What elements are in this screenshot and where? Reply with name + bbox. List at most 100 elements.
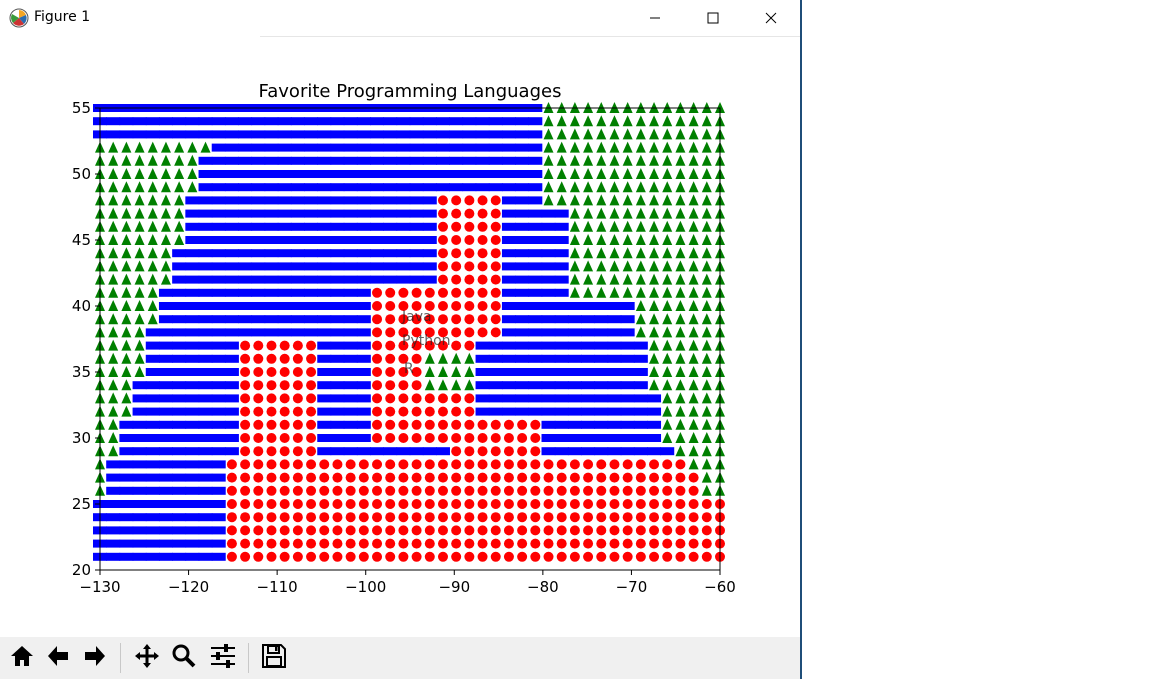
java-point (145, 486, 160, 495)
python-point (622, 551, 633, 562)
python-point (662, 459, 673, 470)
python-point (490, 195, 501, 206)
python-point (662, 525, 673, 536)
java-point (607, 341, 622, 350)
r-point (134, 273, 145, 285)
java-point (158, 434, 173, 442)
java-point (106, 539, 121, 548)
java-point (409, 249, 424, 258)
r-point (675, 207, 686, 219)
home-button[interactable] (6, 642, 38, 674)
python-point (569, 525, 580, 536)
r-point (174, 181, 185, 193)
figure-canvas[interactable]: Favorite Programming Languages Java Pyth… (0, 37, 800, 637)
forward-button[interactable] (79, 642, 111, 674)
python-point (226, 512, 237, 523)
java-point (501, 315, 516, 324)
java-point (211, 170, 226, 178)
java-point (488, 130, 503, 139)
title-bar[interactable]: Figure 1 (0, 0, 800, 36)
java-point (383, 117, 398, 126)
java-point (541, 302, 556, 310)
java-point (515, 196, 530, 205)
java-point (145, 368, 160, 376)
java-point (185, 275, 200, 284)
minimize-button[interactable] (626, 0, 684, 36)
java-point (251, 236, 266, 244)
python-point (332, 499, 343, 509)
java-point (409, 130, 424, 139)
python-point (240, 499, 251, 509)
r-point (662, 326, 673, 338)
x-tick-label: −70 (616, 578, 648, 596)
r-point (688, 115, 699, 127)
java-point (581, 302, 596, 310)
r-point (701, 418, 712, 430)
python-point (583, 538, 594, 549)
java-point (383, 275, 398, 284)
python-point (556, 472, 567, 483)
java-point (277, 156, 292, 165)
python-point (279, 406, 290, 417)
python-point (530, 512, 541, 523)
python-point (332, 551, 343, 562)
configure-subplots-button[interactable] (207, 642, 239, 674)
python-point (424, 525, 435, 536)
java-point (264, 117, 279, 126)
r-point (543, 115, 554, 127)
python-point (451, 393, 462, 404)
r-point (649, 247, 660, 259)
java-point (198, 236, 213, 244)
python-point (332, 512, 343, 523)
python-point (253, 459, 264, 470)
python-point (490, 301, 501, 311)
pan-button[interactable] (131, 642, 163, 674)
java-point (396, 275, 411, 284)
java-point (198, 407, 213, 416)
python-point (372, 380, 383, 391)
java-point (172, 486, 187, 495)
java-point (647, 407, 662, 416)
java-point (290, 275, 305, 284)
java-point (224, 236, 239, 244)
java-point (343, 262, 358, 271)
python-point (385, 419, 396, 430)
java-point (515, 381, 530, 390)
java-point (145, 381, 160, 390)
r-point (649, 379, 660, 391)
java-point (554, 302, 569, 310)
python-point (596, 512, 607, 523)
python-point (292, 393, 303, 404)
r-point (108, 286, 119, 298)
x-tick-label: −100 (345, 578, 386, 596)
java-point (290, 315, 305, 324)
r-point (596, 260, 607, 272)
r-point (134, 313, 145, 325)
save-button[interactable] (258, 642, 290, 674)
y-tick-label: 50 (72, 165, 91, 183)
r-point (662, 181, 673, 193)
java-point (224, 447, 239, 456)
python-point (517, 512, 528, 523)
close-icon (765, 9, 777, 28)
python-point (253, 512, 264, 523)
python-point (530, 446, 541, 457)
python-point (530, 525, 541, 536)
python-point (451, 261, 462, 272)
python-point (253, 419, 264, 430)
java-point (238, 275, 253, 284)
java-point (475, 407, 490, 416)
java-point (145, 341, 160, 350)
java-point (488, 183, 503, 192)
java-point (304, 222, 319, 231)
java-point (198, 288, 213, 297)
maximize-button[interactable] (684, 0, 742, 36)
java-point (251, 209, 266, 218)
zoom-button[interactable] (168, 642, 200, 674)
close-button[interactable] (742, 0, 800, 36)
back-button[interactable] (42, 642, 74, 674)
java-point (238, 130, 253, 139)
java-point (356, 156, 371, 165)
java-point (251, 222, 266, 231)
python-point (279, 459, 290, 470)
